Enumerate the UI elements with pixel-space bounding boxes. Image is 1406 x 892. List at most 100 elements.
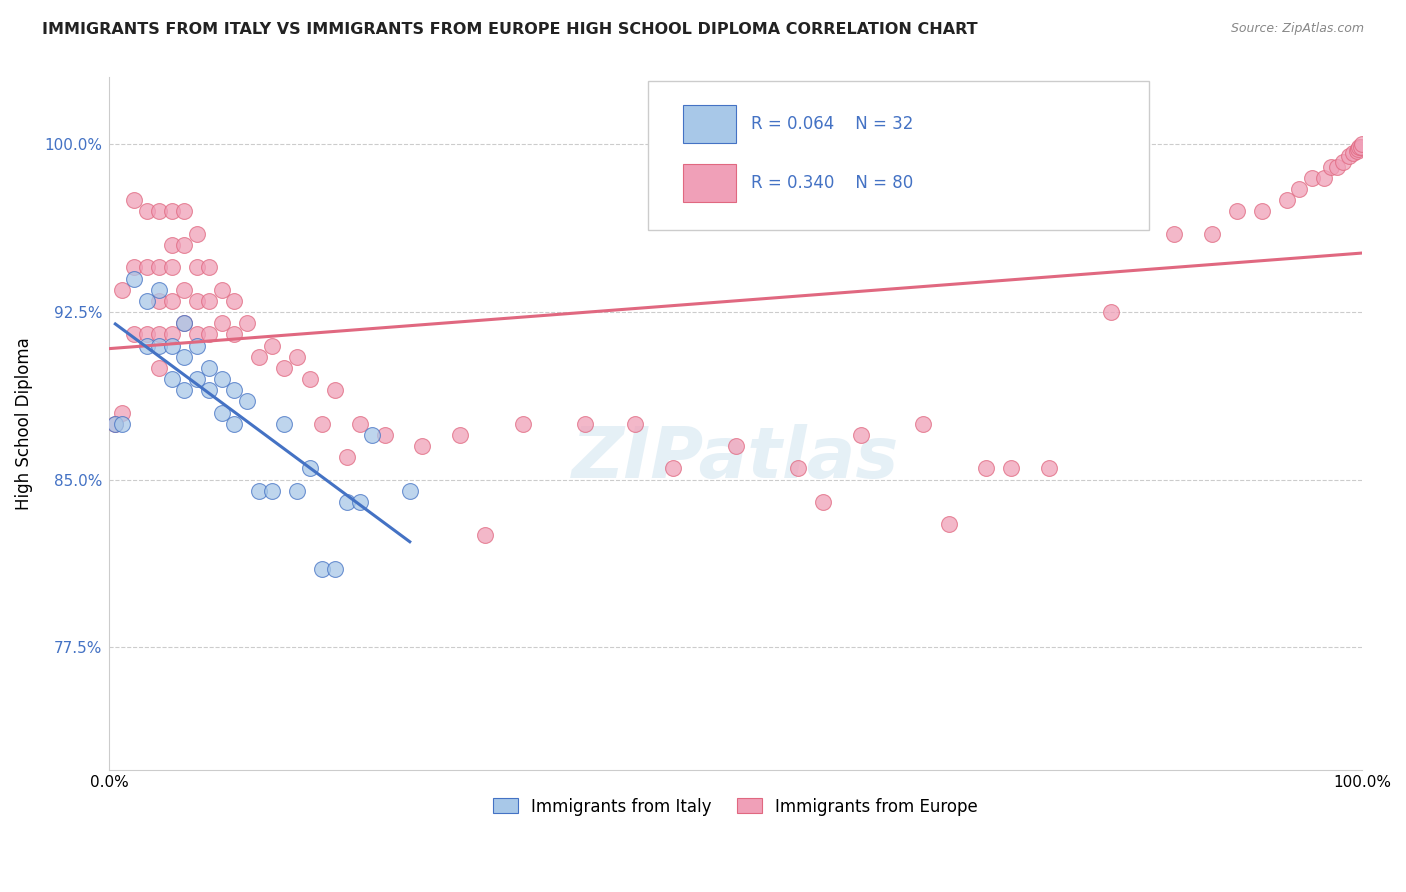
- Point: [148, 283, 170, 297]
- Point: [135, 260, 157, 275]
- Point: [160, 338, 183, 352]
- Point: [198, 360, 221, 375]
- Point: [662, 461, 685, 475]
- Point: [148, 327, 170, 342]
- Point: [148, 338, 170, 352]
- Point: [273, 417, 295, 431]
- Point: [724, 439, 747, 453]
- Point: [173, 350, 195, 364]
- Point: [474, 528, 496, 542]
- Point: [224, 383, 246, 397]
- Point: [148, 293, 170, 308]
- Point: [122, 194, 145, 208]
- FancyBboxPatch shape: [648, 81, 1149, 230]
- Point: [211, 405, 233, 419]
- Point: [1275, 194, 1298, 208]
- Point: [198, 260, 221, 275]
- Point: [1201, 227, 1223, 241]
- Point: [160, 327, 183, 342]
- Point: [160, 293, 183, 308]
- Bar: [683, 164, 735, 202]
- Point: [574, 417, 596, 431]
- Point: [512, 417, 534, 431]
- Point: [224, 327, 246, 342]
- Point: [349, 495, 371, 509]
- Point: [260, 338, 283, 352]
- Point: [122, 271, 145, 285]
- Point: [349, 417, 371, 431]
- Point: [173, 283, 195, 297]
- Text: ZIPatlas: ZIPatlas: [572, 424, 900, 493]
- Point: [273, 360, 295, 375]
- Point: [198, 293, 221, 308]
- Point: [1331, 155, 1354, 169]
- Point: [323, 562, 346, 576]
- Y-axis label: High School Diploma: High School Diploma: [15, 337, 32, 510]
- Point: [122, 260, 145, 275]
- Point: [186, 293, 208, 308]
- Point: [186, 338, 208, 352]
- Point: [173, 204, 195, 219]
- Point: [160, 372, 183, 386]
- Point: [173, 383, 195, 397]
- Point: [110, 283, 132, 297]
- Point: [104, 417, 127, 431]
- Point: [849, 428, 872, 442]
- Point: [813, 495, 835, 509]
- Point: [374, 428, 396, 442]
- Point: [1348, 139, 1371, 153]
- Point: [912, 417, 935, 431]
- Point: [974, 461, 997, 475]
- Point: [1347, 142, 1369, 156]
- Point: [1163, 227, 1185, 241]
- Point: [323, 383, 346, 397]
- Point: [1346, 144, 1368, 158]
- Point: [173, 316, 195, 330]
- Point: [236, 316, 259, 330]
- Point: [160, 238, 183, 252]
- Point: [186, 227, 208, 241]
- Point: [787, 461, 810, 475]
- Point: [224, 293, 246, 308]
- Point: [449, 428, 471, 442]
- Point: [249, 483, 271, 498]
- Point: [260, 483, 283, 498]
- Point: [173, 316, 195, 330]
- Point: [148, 260, 170, 275]
- Point: [1341, 146, 1364, 161]
- Point: [938, 517, 960, 532]
- Text: R = 0.340    N = 80: R = 0.340 N = 80: [751, 174, 912, 192]
- Point: [624, 417, 647, 431]
- Point: [198, 327, 221, 342]
- Point: [1351, 137, 1374, 152]
- Bar: [683, 105, 735, 144]
- Point: [1250, 204, 1272, 219]
- Point: [236, 394, 259, 409]
- Point: [211, 316, 233, 330]
- Point: [186, 372, 208, 386]
- Point: [1319, 160, 1341, 174]
- Point: [135, 338, 157, 352]
- Point: [1350, 139, 1372, 153]
- Text: IMMIGRANTS FROM ITALY VS IMMIGRANTS FROM EUROPE HIGH SCHOOL DIPLOMA CORRELATION : IMMIGRANTS FROM ITALY VS IMMIGRANTS FROM…: [42, 22, 977, 37]
- Point: [336, 495, 359, 509]
- Point: [110, 417, 132, 431]
- Point: [122, 327, 145, 342]
- Text: Source: ZipAtlas.com: Source: ZipAtlas.com: [1230, 22, 1364, 36]
- Point: [135, 293, 157, 308]
- Point: [1288, 182, 1310, 196]
- Point: [1000, 461, 1022, 475]
- Point: [1099, 305, 1122, 319]
- Point: [110, 405, 132, 419]
- Point: [1326, 160, 1348, 174]
- Point: [298, 461, 321, 475]
- Point: [285, 483, 308, 498]
- Point: [211, 283, 233, 297]
- Point: [1301, 171, 1323, 186]
- Point: [211, 372, 233, 386]
- Point: [186, 260, 208, 275]
- Point: [285, 350, 308, 364]
- Point: [173, 238, 195, 252]
- Point: [336, 450, 359, 465]
- Point: [148, 204, 170, 219]
